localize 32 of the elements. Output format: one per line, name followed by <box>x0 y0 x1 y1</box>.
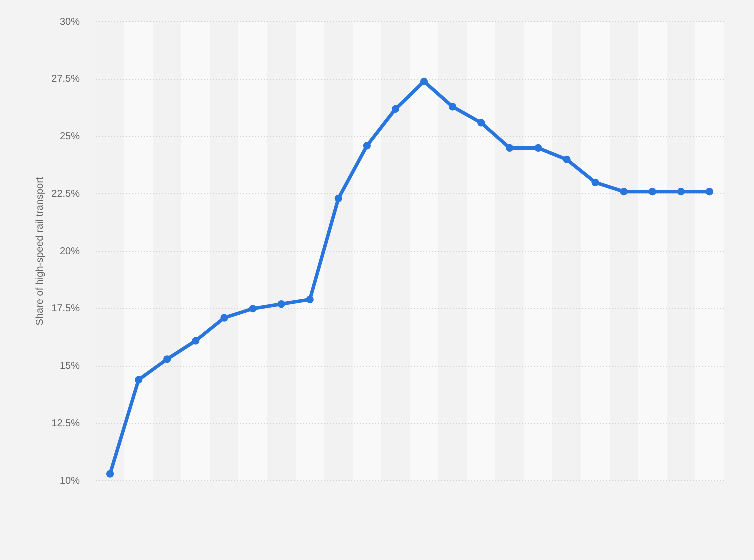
y-tick-label: 10% <box>60 476 80 487</box>
point <box>306 296 314 304</box>
point <box>135 376 143 384</box>
point <box>220 314 228 322</box>
y-axis-title: Share of high-speed rail transport <box>34 177 46 326</box>
y-tick-label: 20% <box>60 246 80 258</box>
point <box>706 188 714 196</box>
point <box>363 142 371 150</box>
y-tick-label: 17.5% <box>52 304 80 315</box>
point <box>249 305 257 313</box>
point <box>420 78 428 86</box>
point <box>106 470 114 478</box>
point <box>478 119 486 127</box>
y-tick-label: 25% <box>60 132 80 142</box>
point <box>677 188 685 196</box>
point <box>563 156 571 164</box>
point <box>192 337 200 345</box>
point <box>534 144 542 152</box>
point <box>620 188 628 196</box>
point <box>506 144 514 152</box>
point <box>278 300 286 308</box>
point <box>392 105 400 114</box>
y-tick-label: 30% <box>60 16 80 28</box>
y-tick-label: 15% <box>60 361 80 372</box>
point <box>648 188 656 196</box>
point <box>334 194 342 203</box>
point <box>164 356 172 364</box>
y-tick-label: 12.5% <box>52 418 80 430</box>
point <box>592 178 600 186</box>
point <box>449 103 457 111</box>
y-tick-label: 22.5% <box>52 188 80 200</box>
y-tick-label: 27.5% <box>52 74 80 86</box>
